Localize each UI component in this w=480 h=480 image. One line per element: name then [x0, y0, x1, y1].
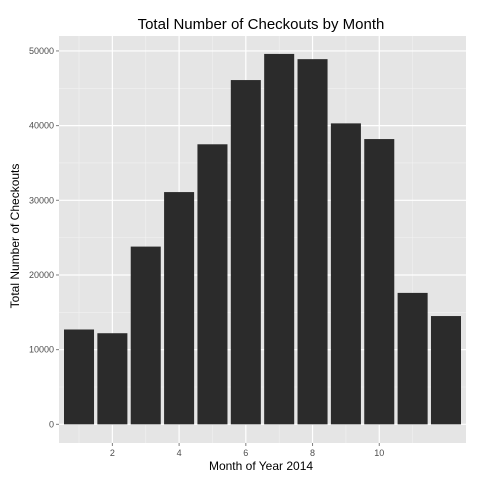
y-tick-label: 50000 [29, 46, 54, 56]
x-tick-label: 10 [374, 448, 384, 458]
bar-month-10 [364, 139, 395, 425]
bar-month-6 [230, 80, 261, 425]
x-axis: 2 4 6 8 10 [110, 443, 384, 458]
y-tick-label: 20000 [29, 270, 54, 280]
x-tick-label: 2 [110, 448, 115, 458]
bar-month-8 [297, 59, 328, 425]
bar-month-2 [97, 333, 128, 425]
bars [64, 53, 461, 425]
bar-month-9 [330, 123, 361, 425]
y-tick-label: 40000 [29, 121, 54, 131]
x-axis-title: Month of Year 2014 [209, 459, 313, 473]
y-axis: 0 10000 20000 30000 40000 50000 [29, 46, 59, 429]
bar-month-12 [430, 316, 461, 425]
y-axis-title: Total Number of Checkouts [8, 164, 22, 309]
bar-month-3 [130, 246, 161, 425]
y-tick-label: 0 [49, 419, 54, 429]
x-tick-label: 4 [177, 448, 182, 458]
bar-month-5 [197, 144, 228, 425]
chart-title: Total Number of Checkouts by Month [138, 16, 385, 33]
x-tick-label: 8 [310, 448, 315, 458]
bar-month-1 [64, 329, 95, 425]
bar-month-4 [164, 192, 195, 425]
x-tick-label: 6 [243, 448, 248, 458]
bar-month-11 [397, 292, 428, 425]
y-tick-label: 30000 [29, 195, 54, 205]
y-tick-label: 10000 [29, 345, 54, 355]
bar-month-7 [264, 53, 295, 425]
